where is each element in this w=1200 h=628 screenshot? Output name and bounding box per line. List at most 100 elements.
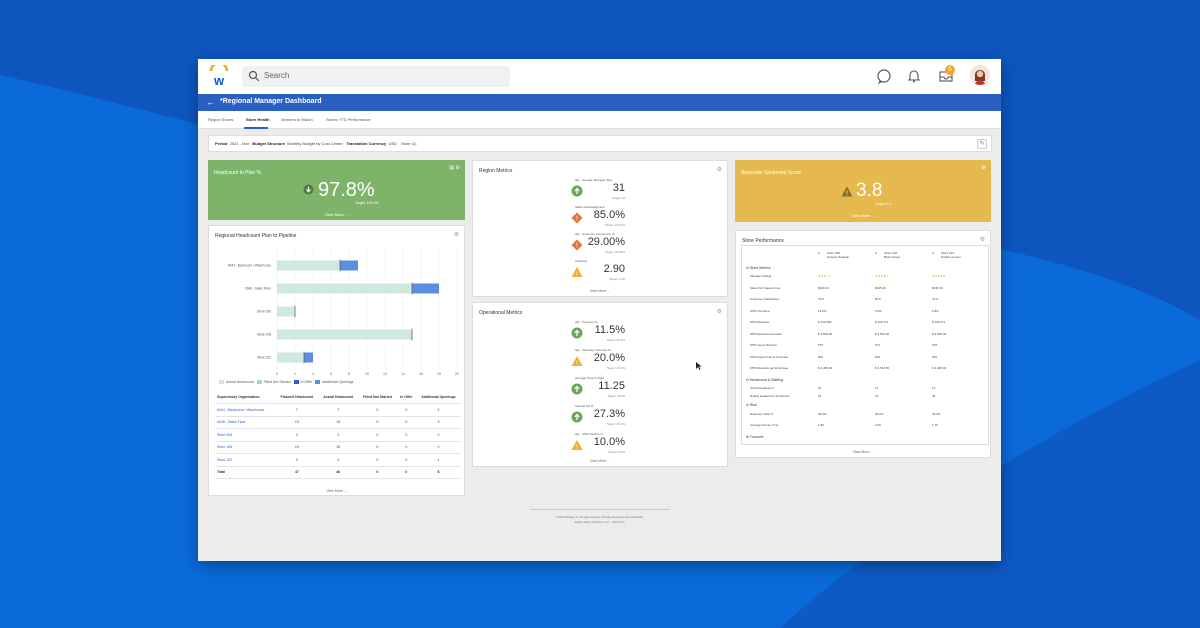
people-header-row: ● Store 006 Enrique Sanjuan ● Store 108 …: [742, 251, 988, 263]
metric-label: Internal Fill %: [575, 404, 594, 408]
currency-value[interactable]: USD: [388, 141, 397, 146]
bar-additional-openings[interactable]: [304, 352, 313, 363]
y-category-label: Store 108: [257, 333, 271, 337]
metric-item[interactable]: ! Overtime 2.90 Target: 3.00: [473, 258, 727, 285]
table-cell: 12: [932, 386, 936, 390]
x-tick-label: 16: [419, 372, 423, 376]
x-tick-label: 6: [330, 372, 332, 376]
bar-actual-headcount[interactable]: [277, 329, 412, 340]
bar-actual-headcount[interactable]: [277, 306, 295, 317]
tab-stores-ytd-performance[interactable]: Stores YTD Performance: [326, 117, 371, 122]
table-cell: 75.0: [818, 297, 824, 301]
bar-additional-openings[interactable]: [412, 283, 439, 294]
legend-additional-openings: Additional Openings: [322, 380, 354, 384]
tile-menu-icon[interactable]: ▤ ⚙: [449, 165, 460, 171]
table-cell: 80.5: [875, 297, 881, 301]
pipeline-view-more-link[interactable]: View More ...: [326, 489, 347, 493]
search-input[interactable]: Search: [264, 71, 290, 80]
bell-icon[interactable]: [906, 68, 922, 84]
person-name[interactable]: Enrique Sanjuan: [827, 255, 850, 259]
svg-text:!: !: [576, 272, 578, 278]
edit-pencil-icon[interactable]: ✎: [977, 139, 987, 149]
pipeline-bar-chart: 0 2 4 6 8 10 12 14 16 18 20 #044 - Backroom / Wareh…: [228, 248, 459, 376]
table-row: Store 222 3 3 0 0 1: [215, 453, 461, 467]
metric-item[interactable]: QE · Average Manager Size 31 Target: 30: [473, 177, 727, 204]
person-line: Store 108: [884, 251, 898, 255]
tile-settings-icon[interactable]: ⚙: [981, 165, 986, 171]
card-settings-icon[interactable]: ⚙: [716, 167, 722, 173]
row-label: Manager Rating: [750, 274, 772, 278]
row-label: Customer Satisfaction: [750, 297, 780, 301]
metric-item[interactable]: Average Time to Start 11.25 Target: 12.00: [473, 375, 727, 402]
bar-actual-headcount[interactable]: [277, 283, 412, 294]
x-tick-label: 20: [455, 372, 459, 376]
back-arrow-icon[interactable]: ←: [206, 97, 215, 107]
bar-actual-headcount[interactable]: [277, 260, 340, 271]
table-cell: 572: [875, 343, 881, 347]
notification-badge: 5: [945, 65, 955, 75]
table-cell: 15: [318, 441, 359, 454]
search-bar[interactable]: Search: [242, 66, 510, 87]
tab-workers-to-watch[interactable]: Workers to Watch: [281, 117, 313, 122]
bar-actual-headcount[interactable]: [277, 352, 304, 363]
card-settings-icon[interactable]: ⚙: [979, 237, 985, 243]
ops-view-more-link[interactable]: View More ...: [589, 459, 611, 463]
workday-logo-icon[interactable]: w: [208, 65, 230, 87]
search-icon: [248, 70, 260, 82]
tab-store-health[interactable]: Store Health: [246, 117, 270, 122]
more-filters-link[interactable]: More (1): [401, 141, 417, 146]
metric-item[interactable]: ! QE · Voluntary Turnover % 20.0% Target: 1…: [473, 347, 727, 374]
headcount-to-plan-tile[interactable]: Headcount to Plan % ▤ ⚙ 97.8% Target: 10…: [208, 160, 465, 220]
org-link[interactable]: Store 006: [215, 428, 276, 442]
metric-target: Target: 9.0%: [608, 450, 625, 454]
person-name[interactable]: Brad Harper: [884, 255, 901, 259]
org-link[interactable]: #044 - Backroom / Warehouse: [215, 403, 276, 417]
person-name[interactable]: Natalie Gomez: [941, 255, 961, 259]
table-cell: 0: [358, 453, 397, 467]
org-link[interactable]: #046 - Sales Floor: [215, 416, 276, 429]
metric-value: 10.0%: [593, 436, 625, 448]
bar-additional-openings[interactable]: [340, 260, 358, 271]
table-cell: 40.9%: [818, 412, 827, 416]
svg-text:!: !: [576, 216, 578, 223]
metric-item[interactable]: ! Sales Goal Attainment 85.0% Target: 100.0…: [473, 204, 727, 231]
metric-label: Average Time to Start: [575, 376, 604, 380]
page-footer: © 2021 Workday, Inc. All rights reserved…: [198, 509, 1001, 524]
table-cell: 47: [275, 466, 319, 479]
metric-item[interactable]: ! QE · Offer Decline % 10.0% Target: 9.0%: [473, 431, 727, 458]
chat-icon[interactable]: [876, 68, 892, 84]
card-settings-icon[interactable]: ⚙: [453, 232, 459, 238]
metric-item[interactable]: QE · Turnover % 11.5% Target: 12.0%: [473, 319, 727, 346]
org-link[interactable]: Store 108: [215, 441, 276, 454]
region-view-more-link[interactable]: View More ...: [589, 289, 611, 293]
budget-value[interactable]: Monthly Budget by Cost Center: [287, 141, 343, 146]
section-label: Turnover: [749, 435, 764, 439]
headcount-view-more-link[interactable]: View More ...: [324, 212, 349, 217]
row-label: Average Tenure (Yrs): [750, 423, 779, 427]
store-performance-view-more-link[interactable]: View More ...: [852, 450, 874, 454]
sentiment-view-more-link[interactable]: View More ...: [851, 213, 875, 218]
metric-target: Target: 18.0%: [606, 366, 625, 370]
section-label: Headcount & Staffing: [749, 378, 783, 382]
metric-item[interactable]: ! QE · Customer Conversion % 29.00% Target:…: [473, 231, 727, 258]
svg-text:!: !: [576, 243, 578, 250]
associate-sentiment-tile[interactable]: Associate Sentiment Score ⚙ ! 3.8 Target…: [735, 160, 991, 222]
metric-value: 31: [612, 182, 625, 194]
tab-region-stores[interactable]: Region Stores: [208, 117, 234, 122]
x-tick-label: 8: [348, 372, 350, 376]
table-cell: 0: [358, 466, 397, 479]
x-tick-label: 10: [365, 372, 369, 376]
avatar[interactable]: [970, 65, 990, 85]
metric-target: Target: 3.00: [609, 277, 625, 281]
period-value[interactable]: 2021 - Mar: [229, 141, 250, 146]
currency-label: Translation Currency: [346, 141, 387, 146]
arrow-up-circle-icon: [571, 411, 583, 423]
metric-item[interactable]: Internal Fill % 27.3% Target: 25.0%: [473, 403, 727, 430]
org-link[interactable]: Store 222: [215, 453, 276, 467]
card-settings-icon[interactable]: ⚙: [716, 309, 722, 315]
table-cell: 575: [818, 343, 824, 347]
arrow-down-circle-icon: [303, 184, 314, 195]
section-label: Store Metrics: [749, 266, 771, 270]
person-line: Store 222: [941, 251, 955, 255]
region-metrics-card: Region Metrics ⚙ QE · Average Manager Si…: [472, 160, 728, 297]
